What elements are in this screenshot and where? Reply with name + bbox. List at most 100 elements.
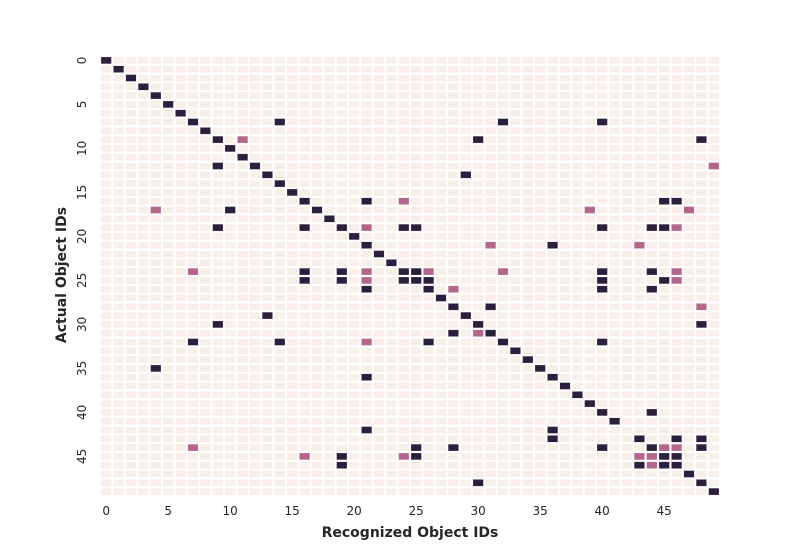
heatmap-cell-39-5 bbox=[163, 400, 174, 407]
heatmap-cell-24-44 bbox=[646, 268, 657, 275]
heatmap-cell-46-14 bbox=[274, 461, 285, 469]
heatmap-cell-49-30 bbox=[473, 488, 484, 495]
heatmap-cell-9-2 bbox=[125, 136, 137, 143]
heatmap-cell-19-11 bbox=[237, 224, 248, 231]
heatmap-cell-21-20 bbox=[349, 241, 360, 249]
heatmap-cell-40-25 bbox=[411, 409, 422, 416]
heatmap-cell-21-40 bbox=[597, 241, 608, 249]
heatmap-cell-34-0 bbox=[101, 356, 112, 363]
heatmap-cell-27-4 bbox=[150, 294, 161, 302]
heatmap-cell-21-46 bbox=[671, 241, 682, 249]
heatmap-cell-11-1 bbox=[113, 153, 124, 161]
heatmap-cell-25-7 bbox=[187, 277, 199, 284]
heatmap-cell-34-45 bbox=[659, 356, 670, 363]
heatmap-cell-14-16 bbox=[299, 180, 310, 187]
heatmap-cell-44-14 bbox=[274, 444, 285, 451]
heatmap-cell-15-49 bbox=[708, 189, 719, 196]
heatmap-cell-8-34 bbox=[522, 127, 533, 135]
heatmap-cell-13-8 bbox=[200, 171, 211, 179]
heatmap-cell-0-8 bbox=[200, 57, 211, 64]
heatmap-cell-30-26 bbox=[423, 321, 434, 328]
heatmap-cell-45-43 bbox=[634, 453, 645, 460]
heatmap-cell-3-3 bbox=[138, 83, 149, 91]
heatmap-cell-48-39 bbox=[584, 479, 595, 487]
heatmap-cell-43-40 bbox=[597, 435, 608, 443]
heatmap-cell-49-9 bbox=[212, 488, 223, 495]
heatmap-cell-3-33 bbox=[510, 83, 521, 91]
heatmap-cell-17-36 bbox=[547, 206, 558, 214]
heatmap-cell-13-40 bbox=[597, 171, 608, 179]
heatmap-cell-47-39 bbox=[584, 470, 595, 478]
heatmap-cell-36-22 bbox=[373, 373, 385, 381]
heatmap-cell-23-1 bbox=[113, 259, 124, 267]
heatmap-cell-43-38 bbox=[572, 435, 583, 443]
heatmap-cell-35-49 bbox=[708, 365, 719, 372]
heatmap-cell-10-26 bbox=[423, 145, 434, 152]
heatmap-cell-48-16 bbox=[299, 479, 310, 487]
heatmap-cell-30-10 bbox=[225, 321, 236, 328]
heatmap-cell-41-25 bbox=[411, 417, 422, 425]
heatmap-cell-43-17 bbox=[311, 435, 323, 443]
heatmap-cell-16-5 bbox=[163, 197, 174, 205]
heatmap-cell-48-30 bbox=[473, 479, 484, 487]
heatmap-cell-12-23 bbox=[386, 162, 397, 170]
heatmap-cell-32-17 bbox=[311, 338, 323, 346]
heatmap-cell-33-18 bbox=[324, 347, 335, 355]
heatmap-cell-34-44 bbox=[646, 356, 657, 363]
heatmap-cell-3-36 bbox=[547, 83, 558, 91]
heatmap-cell-34-1 bbox=[113, 356, 124, 363]
heatmap-cell-42-47 bbox=[683, 426, 695, 434]
heatmap-cell-19-39 bbox=[584, 224, 595, 231]
heatmap-cell-19-21 bbox=[361, 224, 372, 231]
heatmap-cell-8-26 bbox=[423, 127, 434, 135]
heatmap-cell-26-6 bbox=[175, 285, 186, 293]
heatmap-cell-0-20 bbox=[349, 57, 360, 64]
heatmap-cell-14-28 bbox=[448, 180, 459, 187]
heatmap-cell-19-3 bbox=[138, 224, 149, 231]
heatmap-cell-16-8 bbox=[200, 197, 211, 205]
heatmap-cell-40-29 bbox=[460, 409, 471, 416]
heatmap-cell-36-27 bbox=[435, 373, 447, 381]
heatmap-cell-3-21 bbox=[361, 83, 372, 91]
heatmap-cell-47-2 bbox=[125, 470, 137, 478]
heatmap-cell-49-35 bbox=[535, 488, 546, 495]
heatmap-cell-41-43 bbox=[634, 417, 645, 425]
heatmap-cell-2-26 bbox=[423, 74, 434, 82]
heatmap-cell-14-30 bbox=[473, 180, 484, 187]
heatmap-cell-27-35 bbox=[535, 294, 546, 302]
heatmap-cell-8-12 bbox=[249, 127, 261, 135]
heatmap-cell-32-0 bbox=[101, 338, 112, 346]
heatmap-cell-39-24 bbox=[398, 400, 409, 407]
heatmap-cell-13-28 bbox=[448, 171, 459, 179]
heatmap-cell-36-9 bbox=[212, 373, 223, 381]
heatmap-cell-12-0 bbox=[101, 162, 112, 170]
heatmap-cell-47-45 bbox=[659, 470, 670, 478]
heatmap-cell-40-43 bbox=[634, 409, 645, 416]
heatmap-cell-26-46 bbox=[671, 285, 682, 293]
heatmap-cell-16-46 bbox=[671, 197, 682, 205]
heatmap-cell-29-11 bbox=[237, 312, 248, 319]
heatmap-cell-1-22 bbox=[373, 65, 385, 73]
heatmap-cell-21-0 bbox=[101, 241, 112, 249]
heatmap-cell-10-49 bbox=[708, 145, 719, 152]
heatmap-cell-29-15 bbox=[287, 312, 298, 319]
heatmap-cell-6-40 bbox=[597, 109, 608, 117]
heatmap-cell-21-36 bbox=[547, 241, 558, 249]
heatmap-cell-39-34 bbox=[522, 400, 533, 407]
heatmap-cell-46-31 bbox=[485, 461, 496, 469]
heatmap-cell-13-16 bbox=[299, 171, 310, 179]
heatmap-cell-35-18 bbox=[324, 365, 335, 372]
heatmap-cell-22-40 bbox=[597, 250, 608, 258]
heatmap-cell-16-21 bbox=[361, 197, 372, 205]
heatmap-cell-11-20 bbox=[349, 153, 360, 161]
heatmap-cell-7-16 bbox=[299, 118, 310, 126]
heatmap-cell-35-30 bbox=[473, 365, 484, 372]
heatmap-cell-0-33 bbox=[510, 57, 521, 64]
heatmap-cell-9-48 bbox=[696, 136, 707, 143]
heatmap-cell-44-36 bbox=[547, 444, 558, 451]
heatmap-cell-48-42 bbox=[621, 479, 633, 487]
heatmap-cell-5-23 bbox=[386, 101, 397, 108]
heatmap-cell-45-32 bbox=[497, 453, 509, 460]
heatmap-cell-14-48 bbox=[696, 180, 707, 187]
heatmap-cell-15-24 bbox=[398, 189, 409, 196]
